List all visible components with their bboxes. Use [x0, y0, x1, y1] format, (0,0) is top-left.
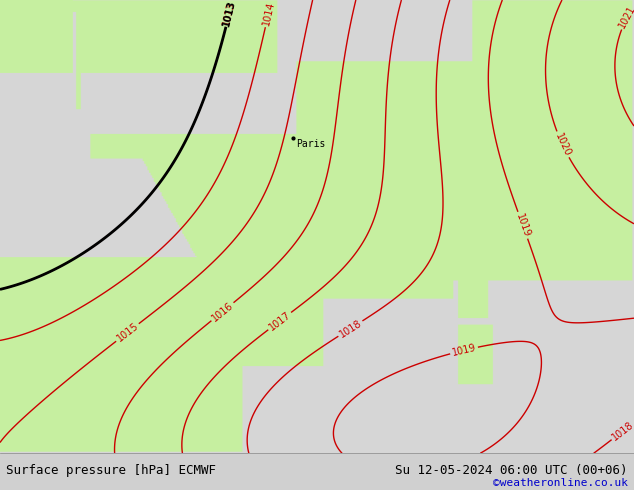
Text: 1013: 1013 — [221, 0, 237, 27]
Text: 1019: 1019 — [451, 343, 477, 358]
Text: Paris: Paris — [296, 139, 325, 149]
Text: 1018: 1018 — [610, 419, 634, 442]
Text: 1016: 1016 — [210, 300, 235, 323]
Text: 1013: 1013 — [222, 0, 237, 26]
Text: 1015: 1015 — [115, 321, 140, 344]
Text: 1018: 1018 — [337, 318, 363, 340]
Text: 1020: 1020 — [553, 131, 573, 158]
Text: ©weatheronline.co.uk: ©weatheronline.co.uk — [493, 478, 628, 488]
Text: 1014: 1014 — [261, 0, 276, 26]
Text: Surface pressure [hPa] ECMWF: Surface pressure [hPa] ECMWF — [6, 464, 216, 477]
Text: 1021: 1021 — [618, 3, 634, 30]
Text: 1019: 1019 — [514, 212, 532, 239]
Text: Su 12-05-2024 06:00 UTC (00+06): Su 12-05-2024 06:00 UTC (00+06) — [395, 464, 628, 477]
Text: 1017: 1017 — [267, 310, 292, 333]
